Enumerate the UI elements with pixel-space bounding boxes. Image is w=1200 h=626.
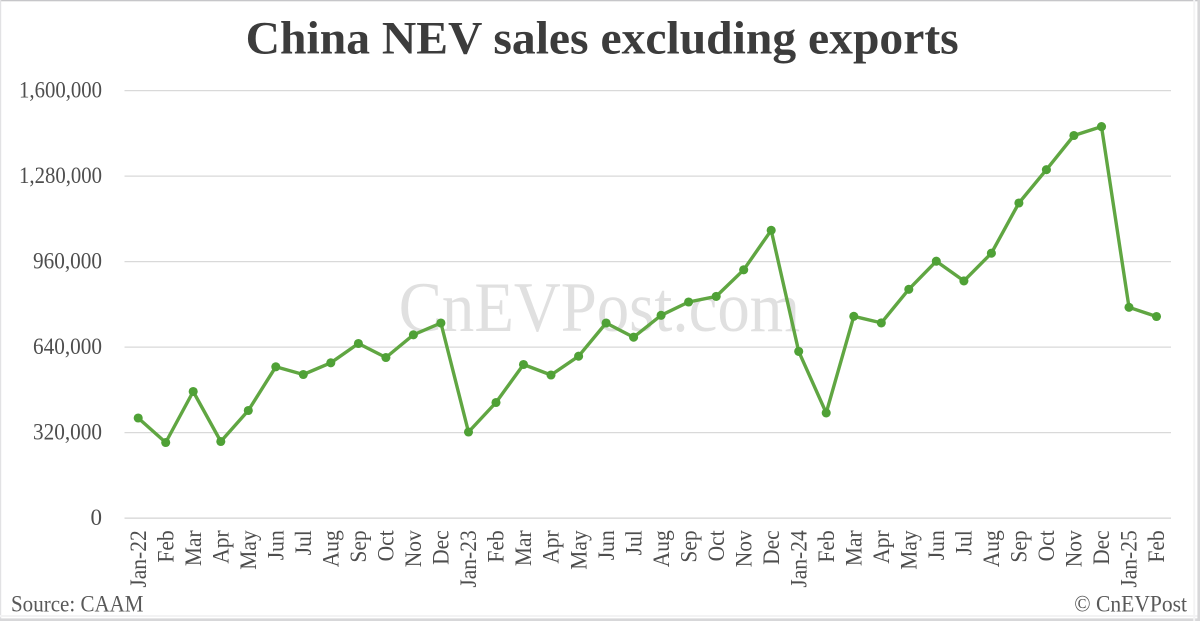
svg-text:Nov: Nov [731, 530, 756, 567]
svg-text:May: May [566, 530, 591, 570]
svg-text:Oct: Oct [704, 530, 729, 562]
svg-text:Oct: Oct [374, 530, 399, 562]
svg-text:Feb: Feb [153, 530, 178, 562]
svg-text:Feb: Feb [814, 530, 839, 562]
svg-text:640,000: 640,000 [33, 334, 102, 359]
svg-text:© CnEVPost: © CnEVPost [1074, 592, 1187, 617]
svg-text:Jul: Jul [952, 530, 977, 555]
svg-text:May: May [236, 530, 261, 570]
svg-text:Dec: Dec [1089, 530, 1114, 565]
svg-text:Jan-24: Jan-24 [786, 530, 811, 588]
svg-text:Jun: Jun [924, 530, 949, 560]
svg-text:Sep: Sep [1007, 530, 1032, 562]
svg-text:1,600,000: 1,600,000 [19, 77, 102, 102]
svg-text:Jan-25: Jan-25 [1117, 530, 1142, 587]
svg-text:Mar: Mar [511, 530, 536, 566]
svg-text:Feb: Feb [1144, 530, 1169, 562]
svg-text:Aug: Aug [649, 530, 674, 567]
svg-text:1,280,000: 1,280,000 [19, 163, 102, 188]
svg-text:Feb: Feb [484, 530, 509, 562]
svg-text:Jul: Jul [291, 530, 316, 555]
svg-text:China NEV sales excluding expo: China NEV sales excluding exports [246, 14, 959, 65]
svg-text:Dec: Dec [759, 530, 784, 565]
svg-text:Oct: Oct [1034, 530, 1059, 562]
svg-text:Jan-23: Jan-23 [456, 530, 481, 587]
svg-text:CnEVPost.com: CnEVPost.com [399, 269, 801, 347]
svg-text:Nov: Nov [1062, 530, 1087, 567]
svg-text:Jun: Jun [594, 530, 619, 560]
svg-text:Source: CAAM: Source: CAAM [11, 591, 144, 616]
svg-text:May: May [897, 530, 922, 570]
svg-text:Jan-22: Jan-22 [126, 530, 151, 587]
svg-text:Nov: Nov [401, 530, 426, 567]
svg-text:Aug: Aug [319, 530, 344, 567]
svg-text:Mar: Mar [181, 530, 206, 566]
svg-text:320,000: 320,000 [33, 419, 102, 444]
svg-text:Apr: Apr [869, 530, 894, 564]
svg-text:Apr: Apr [539, 530, 564, 564]
svg-text:Jul: Jul [621, 530, 646, 555]
svg-text:960,000: 960,000 [33, 248, 102, 273]
svg-text:Apr: Apr [209, 530, 234, 564]
svg-text:Sep: Sep [346, 530, 371, 562]
svg-text:Aug: Aug [979, 530, 1004, 567]
svg-text:Mar: Mar [842, 530, 867, 566]
svg-text:Jun: Jun [264, 530, 289, 560]
svg-text:0: 0 [91, 505, 103, 530]
svg-text:Dec: Dec [429, 530, 454, 565]
svg-text:Sep: Sep [676, 530, 701, 562]
